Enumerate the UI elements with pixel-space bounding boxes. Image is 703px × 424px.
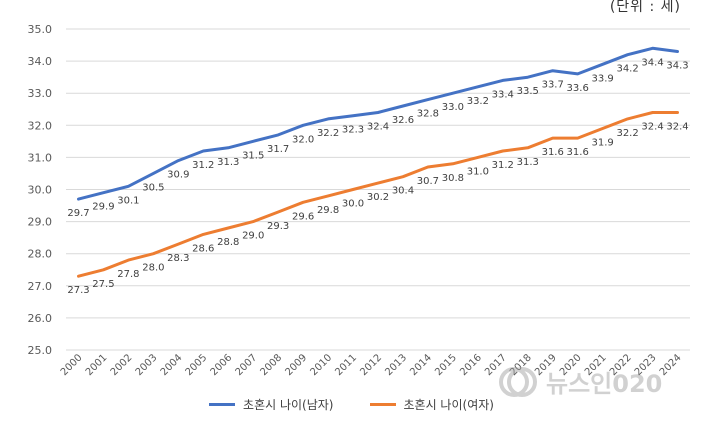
legend-label-male: 초혼시 나이(남자): [243, 398, 334, 412]
legend-swatch-female: [369, 403, 396, 406]
data-label: 30.8: [442, 173, 464, 184]
watermark-logo: 뉴스인020: [499, 367, 662, 398]
data-label: 33.6: [567, 83, 589, 94]
data-label: 32.8: [417, 109, 439, 120]
data-label: 31.3: [217, 157, 239, 168]
x-tick-label: 2002: [109, 352, 135, 378]
data-label: 29.0: [242, 231, 264, 242]
x-tick-label: 2014: [408, 352, 434, 378]
x-tick-label: 2016: [458, 352, 484, 378]
x-tick-label: 2009: [283, 352, 309, 378]
data-label: 34.4: [641, 57, 663, 68]
y-tick-label: 29.0: [28, 216, 53, 229]
data-label: 30.1: [117, 195, 139, 206]
data-label: 33.0: [442, 102, 464, 113]
x-tick-label: 2011: [333, 352, 359, 378]
data-label: 31.9: [592, 138, 614, 149]
data-label: 30.5: [142, 182, 164, 193]
legend-swatch-male: [209, 403, 236, 406]
series-line-male: [77, 46, 679, 201]
data-label: 33.5: [517, 86, 539, 97]
y-tick-label: 32.0: [28, 119, 53, 132]
data-label: 30.2: [367, 192, 389, 203]
data-label: 30.4: [392, 186, 414, 197]
y-tick-label: 34.0: [28, 55, 53, 68]
data-label: 28.0: [142, 263, 164, 274]
data-label: 27.3: [67, 285, 89, 296]
data-label: 32.2: [616, 128, 638, 139]
data-label: 33.2: [467, 96, 489, 107]
y-tick-label: 27.0: [28, 280, 53, 293]
y-tick-label: 33.0: [28, 87, 53, 100]
data-label: 31.3: [517, 157, 539, 168]
data-label: 33.7: [542, 80, 564, 91]
x-tick-label: 2015: [433, 352, 459, 378]
data-label: 29.6: [292, 211, 314, 222]
data-label: 32.2: [317, 128, 339, 139]
x-tick-label: 2001: [84, 352, 110, 378]
x-tick-label: 2008: [259, 352, 285, 378]
data-label: 30.9: [167, 170, 189, 181]
y-tick-label: 31.0: [28, 151, 53, 164]
x-tick-label: 2003: [134, 352, 160, 378]
legend-item-female: 초혼시 나이(여자): [369, 396, 494, 413]
y-tick-label: 28.0: [28, 248, 53, 261]
y-tick-label: 25.0: [28, 344, 53, 357]
legend-label-female: 초혼시 나이(여자): [403, 398, 494, 412]
data-label: 28.3: [167, 253, 189, 264]
x-tick-label: 2005: [184, 352, 210, 378]
x-tick-label: 2007: [234, 352, 260, 378]
data-label: 31.6: [542, 147, 564, 158]
data-label: 32.0: [292, 134, 314, 145]
data-label: 29.9: [92, 202, 114, 213]
unit-label: (단위 : 세): [609, 0, 681, 15]
data-label: 32.4: [367, 121, 389, 132]
data-label: 31.7: [267, 144, 289, 155]
data-label: 29.7: [67, 208, 89, 219]
data-label: 34.3: [666, 60, 688, 71]
data-label: 30.7: [417, 176, 439, 187]
data-label: 31.0: [467, 166, 489, 177]
y-tick-label: 26.0: [28, 312, 53, 325]
data-label: 30.0: [342, 199, 364, 210]
legend-item-male: 초혼시 나이(남자): [209, 396, 334, 413]
data-label: 33.9: [592, 73, 614, 84]
watermark-text: 뉴스인020: [546, 370, 662, 398]
data-label: 29.3: [267, 221, 289, 232]
x-tick-label: 2013: [383, 352, 409, 378]
data-label: 27.8: [117, 269, 139, 280]
data-label: 32.4: [641, 121, 663, 132]
x-tick-label: 2010: [308, 352, 334, 378]
data-label: 28.8: [217, 237, 239, 248]
y-tick-label: 35.0: [28, 23, 53, 36]
data-label: 32.4: [666, 121, 688, 132]
data-label: 31.5: [242, 150, 264, 161]
data-label: 31.6: [567, 147, 589, 158]
data-label: 31.2: [192, 160, 214, 171]
series-line-female: [77, 111, 679, 278]
data-label: 34.2: [616, 64, 638, 75]
x-tick-label: 2004: [159, 352, 185, 378]
data-label: 29.8: [317, 205, 339, 216]
data-label: 27.5: [92, 279, 114, 290]
x-tick-label: 2012: [358, 352, 384, 378]
data-label: 32.3: [342, 125, 364, 136]
data-label: 33.4: [492, 89, 514, 100]
data-label: 31.2: [492, 160, 514, 171]
data-label: 32.6: [392, 115, 414, 126]
watermark-circle-icon: [499, 367, 529, 397]
y-tick-label: 30.0: [28, 184, 53, 197]
x-tick-label: 2006: [209, 352, 235, 378]
legend: 초혼시 나이(남자) 초혼시 나이(여자): [0, 396, 703, 413]
data-label: 28.6: [192, 243, 214, 254]
x-tick-label: 2000: [59, 352, 85, 378]
